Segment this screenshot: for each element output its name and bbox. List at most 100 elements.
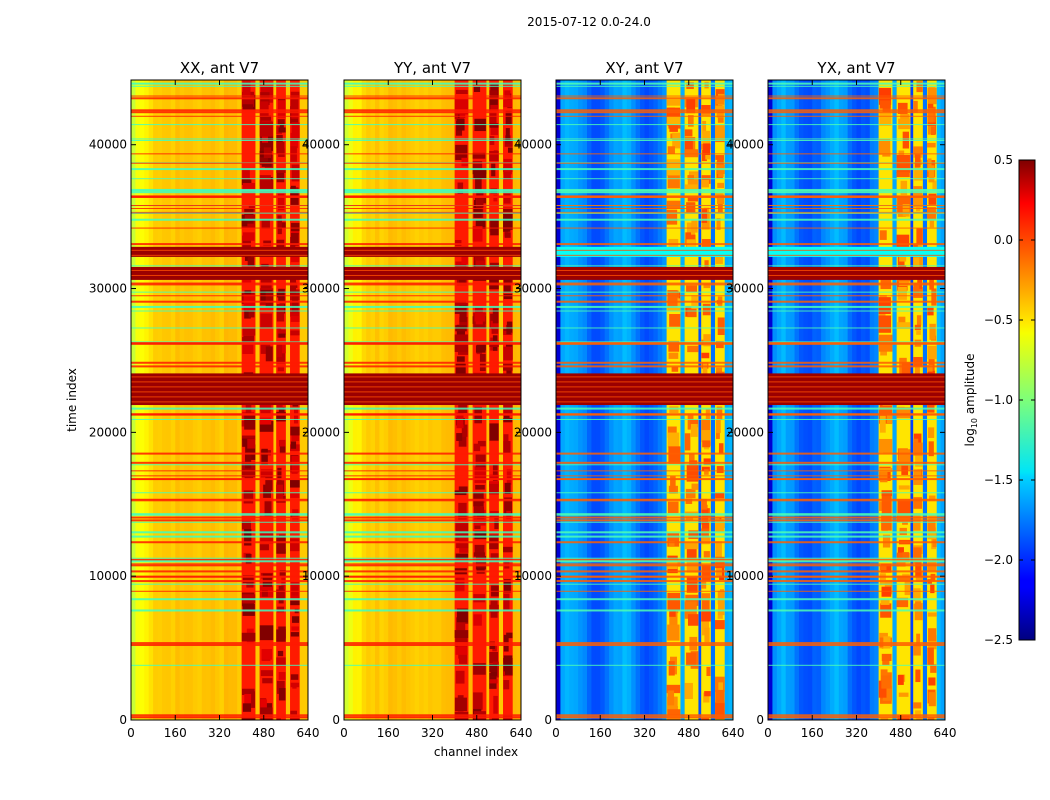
- colorbar-tick-label: −2.5: [984, 633, 1013, 647]
- rfi-blob: [276, 718, 281, 720]
- time-line: [344, 407, 521, 410]
- time-line: [768, 475, 945, 477]
- figure-suptitle: 2015-07-12 0.0-24.0: [527, 15, 651, 29]
- rfi-blob: [457, 182, 464, 194]
- rfi-blob: [260, 313, 272, 328]
- y-tick-label: 0: [544, 713, 552, 727]
- time-line: [131, 498, 308, 500]
- rfi-blob: [458, 502, 467, 521]
- rfi-blob: [701, 718, 710, 720]
- rfi-blob: [896, 559, 906, 567]
- rfi-blob: [913, 702, 922, 709]
- x-tick-label: 160: [377, 726, 400, 740]
- time-line: [768, 598, 945, 601]
- rfi-blob: [689, 460, 698, 468]
- rfi-blob: [264, 500, 272, 517]
- time-line: [768, 361, 945, 364]
- time-line: [131, 461, 308, 464]
- rfi-blob: [241, 717, 256, 720]
- rfi-blob: [878, 138, 891, 155]
- rfi-blob: [896, 172, 910, 178]
- rfi-blob: [686, 464, 699, 482]
- time-line: [768, 291, 945, 293]
- rfi-blob: [506, 469, 512, 485]
- rfi-blob: [290, 278, 297, 295]
- time-line: [768, 470, 945, 472]
- y-tick-label: 10000: [302, 569, 340, 583]
- rfi-blob: [928, 427, 935, 438]
- rfi-blob: [263, 147, 272, 159]
- rfi-blob: [896, 234, 910, 248]
- time-line: [768, 514, 945, 516]
- rfi-blob: [242, 104, 254, 110]
- rfi-blob: [259, 180, 274, 190]
- time-line: [131, 227, 308, 229]
- time-line: [131, 535, 308, 538]
- time-line: [344, 499, 521, 502]
- rfi-blob: [715, 541, 722, 558]
- rfi-blob: [242, 703, 252, 712]
- time-line: [768, 418, 945, 420]
- rfi-blob: [474, 466, 486, 483]
- rfi-blob: [901, 362, 911, 380]
- rfi-blob: [897, 674, 904, 685]
- rfi-blob: [291, 455, 300, 473]
- y-tick-label: 0: [332, 713, 340, 727]
- time-line: [768, 499, 945, 502]
- rfi-blob: [928, 165, 935, 183]
- rfi-blob: [896, 407, 911, 419]
- rfi-blob: [277, 650, 284, 657]
- rfi-blob: [493, 194, 498, 202]
- flagged-stripe: [131, 376, 308, 378]
- time-line: [768, 342, 945, 345]
- rfi-blob: [669, 118, 678, 132]
- time-line: [131, 341, 308, 343]
- rfi-blob: [278, 407, 285, 415]
- rfi-blob: [475, 453, 486, 468]
- flagged-stripe: [556, 396, 733, 398]
- time-line: [131, 492, 308, 494]
- time-line: [556, 115, 733, 117]
- rfi-blob: [503, 193, 511, 204]
- rfi-blob: [716, 466, 724, 474]
- rfi-blob: [290, 538, 300, 552]
- time-line: [131, 644, 308, 647]
- time-line: [131, 218, 308, 221]
- rfi-blob: [276, 134, 283, 148]
- rfi-blob: [242, 232, 255, 241]
- rfi-blob: [704, 691, 711, 697]
- rfi-blob: [880, 273, 892, 290]
- rfi-blob: [667, 146, 675, 154]
- rfi-blob: [702, 120, 707, 134]
- rfi-blob: [667, 592, 680, 611]
- rfi-blob: [505, 128, 510, 142]
- rfi-blob: [290, 233, 299, 246]
- rfi-blob: [489, 483, 499, 494]
- time-line: [556, 514, 733, 516]
- rfi-blob: [461, 255, 468, 265]
- rfi-blob: [896, 154, 910, 173]
- flagged-block: [131, 246, 308, 257]
- y-axis-label: time index: [65, 368, 79, 432]
- time-line: [344, 478, 521, 481]
- flagged-stripe: [768, 401, 945, 403]
- rfi-blob: [686, 202, 696, 214]
- flagged-stripe: [131, 269, 308, 271]
- rfi-blob: [455, 89, 468, 94]
- y-tick-label: 0: [119, 713, 127, 727]
- rfi-blob: [902, 552, 909, 559]
- colorbar-tick-label: −0.5: [984, 313, 1013, 327]
- time-line: [131, 598, 308, 601]
- flagged-block: [344, 266, 521, 280]
- rfi-blob: [715, 105, 725, 112]
- rfi-blob: [241, 520, 252, 530]
- rfi-blob: [491, 719, 499, 720]
- time-line: [344, 109, 521, 112]
- rfi-blob: [684, 129, 693, 137]
- time-line: [131, 418, 308, 420]
- time-line: [131, 361, 308, 364]
- rfi-blob: [456, 356, 465, 367]
- flagged-stripe: [768, 381, 945, 383]
- time-line: [131, 95, 308, 97]
- rfi-blob: [458, 486, 468, 493]
